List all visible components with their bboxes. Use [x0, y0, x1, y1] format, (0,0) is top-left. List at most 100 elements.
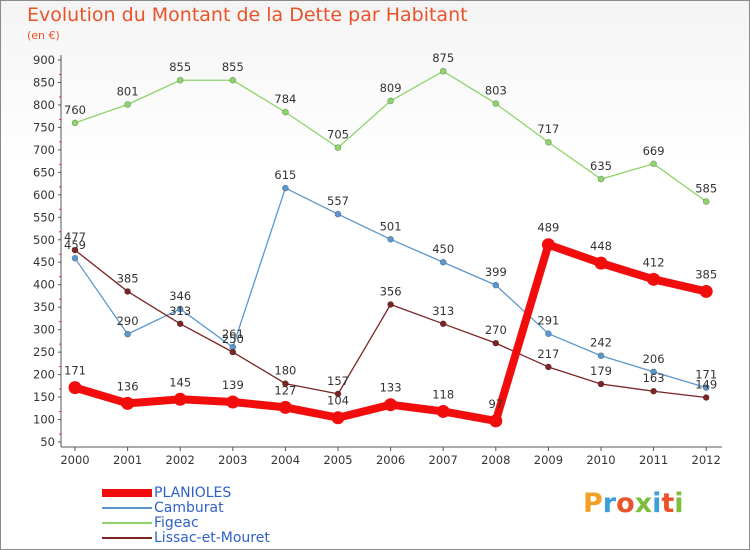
data-label-figeac: 635	[590, 159, 612, 173]
data-point-figeac	[176, 76, 184, 84]
legend-label-planioles: PLANIOLES	[154, 485, 232, 501]
data-point-planioles	[436, 404, 450, 418]
data-label-lissac-et-mouret: 270	[485, 323, 507, 337]
data-label-planioles: 489	[537, 221, 559, 235]
data-point-camburat	[176, 305, 184, 313]
y-tick-label: 850	[33, 75, 55, 89]
data-point-camburat	[492, 281, 500, 289]
data-label-figeac: 855	[169, 60, 191, 74]
data-label-figeac: 875	[432, 51, 454, 65]
data-point-lissac-et-mouret	[492, 339, 500, 347]
data-label-lissac-et-mouret: 163	[643, 371, 665, 385]
proxiti-logo: Proxiti	[583, 488, 684, 519]
data-point-lissac-et-mouret	[439, 320, 447, 328]
y-tick-label: 700	[33, 143, 55, 157]
data-point-lissac-et-mouret	[282, 380, 289, 387]
data-label-planioles: 145	[169, 375, 191, 389]
data-label-lissac-et-mouret: 356	[380, 284, 402, 298]
data-label-lissac-et-mouret: 179	[590, 364, 612, 378]
data-label-figeac: 803	[485, 84, 507, 98]
data-point-planioles	[68, 381, 82, 395]
logo-letter: o	[616, 488, 635, 519]
data-label-figeac: 669	[643, 144, 665, 158]
logo-letter: P	[583, 488, 603, 519]
data-point-figeac	[124, 101, 131, 108]
data-point-figeac	[71, 119, 79, 127]
data-label-lissac-et-mouret: 157	[327, 374, 349, 388]
data-point-camburat	[702, 384, 710, 391]
data-label-camburat: 501	[380, 219, 402, 233]
x-tick-label: 2011	[639, 453, 668, 467]
data-point-figeac	[282, 108, 289, 116]
data-point-planioles	[541, 238, 555, 252]
data-label-camburat: 450	[432, 242, 454, 256]
y-tick-label: 350	[33, 300, 55, 314]
x-tick-label: 2012	[692, 453, 721, 467]
data-label-planioles: 448	[590, 239, 612, 253]
data-label-lissac-et-mouret: 477	[64, 230, 86, 244]
y-tick-label: 600	[33, 188, 55, 202]
data-point-planioles	[331, 411, 345, 425]
data-label-planioles: 97	[488, 397, 503, 411]
data-label-camburat: 291	[537, 314, 559, 328]
logo-letter: i	[652, 488, 662, 519]
logo-letter: t	[661, 488, 675, 519]
y-tick-label: 500	[33, 233, 55, 247]
y-tick-label: 400	[33, 278, 55, 292]
data-label-planioles: 412	[643, 255, 665, 269]
data-point-camburat	[282, 184, 289, 192]
x-tick-label: 2001	[113, 453, 142, 467]
data-label-figeac: 855	[222, 60, 244, 74]
data-label-camburat: 206	[643, 352, 665, 366]
data-point-planioles	[594, 256, 608, 270]
data-label-lissac-et-mouret: 217	[537, 347, 559, 361]
data-label-camburat: 615	[274, 168, 296, 182]
data-point-camburat	[650, 368, 657, 376]
data-point-lissac-et-mouret	[702, 394, 710, 401]
data-point-camburat	[597, 352, 605, 360]
y-tick-label: 900	[33, 53, 55, 67]
data-point-figeac	[439, 67, 447, 75]
data-label-planioles: 104	[327, 394, 349, 408]
data-point-figeac	[229, 76, 237, 84]
logo-letter: x	[634, 488, 653, 519]
data-label-figeac: 801	[117, 84, 139, 98]
legend-swatch-planioles	[102, 489, 152, 497]
data-point-planioles	[173, 392, 187, 406]
data-point-lissac-et-mouret	[124, 288, 131, 295]
data-point-planioles	[278, 400, 292, 414]
data-label-camburat: 290	[117, 314, 139, 328]
legend-label-camburat: Camburat	[154, 500, 224, 516]
x-tick-label: 2002	[166, 453, 195, 467]
data-label-figeac: 585	[695, 182, 717, 196]
y-tick-label: 550	[33, 210, 55, 224]
legend-label-lissac-et-mouret: Lissac-et-Mouret	[154, 530, 270, 546]
legend-swatch-camburat	[102, 507, 152, 509]
data-label-figeac: 784	[274, 92, 296, 106]
data-label-lissac-et-mouret: 313	[169, 304, 191, 318]
x-tick-label: 2000	[60, 453, 89, 467]
data-point-planioles	[384, 398, 398, 412]
data-point-camburat	[439, 258, 447, 266]
data-label-camburat: 171	[695, 368, 717, 382]
data-point-figeac	[702, 198, 710, 205]
x-tick-label: 2008	[481, 453, 510, 467]
data-point-lissac-et-mouret	[334, 390, 342, 398]
data-label-camburat: 557	[327, 194, 349, 208]
data-label-planioles: 139	[222, 378, 244, 392]
legend-swatch-figeac	[102, 522, 152, 524]
y-tick-label: 150	[33, 390, 55, 404]
data-point-figeac	[545, 138, 552, 146]
y-tick-label: 100	[33, 413, 55, 427]
data-point-lissac-et-mouret	[176, 320, 184, 328]
y-tick-label: 750	[33, 120, 55, 134]
data-point-figeac	[387, 97, 394, 105]
data-label-camburat: 459	[64, 238, 86, 252]
data-label-camburat: 261	[222, 327, 244, 341]
chart-subtitle: (en €)	[27, 29, 60, 42]
y-tick-label: 450	[33, 255, 55, 269]
data-label-planioles: 385	[695, 267, 717, 281]
data-label-camburat: 242	[590, 336, 612, 350]
data-point-lissac-et-mouret	[597, 380, 605, 388]
